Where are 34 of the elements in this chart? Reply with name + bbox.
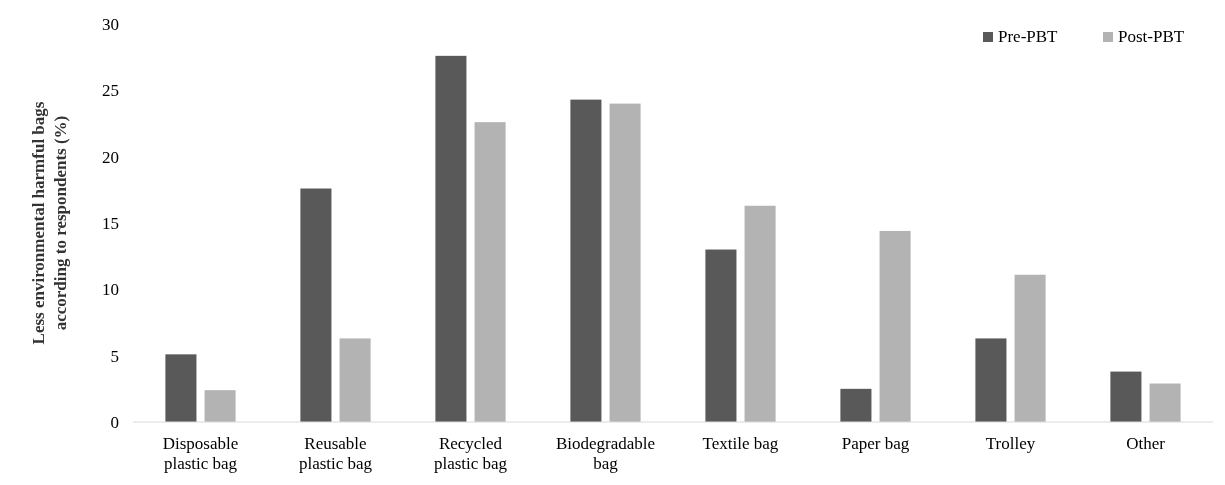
y-tick-label: 25 — [102, 81, 119, 101]
y-tick-label: 20 — [102, 147, 119, 167]
y-axis-title: Less environmental harmful bags according to respondents (%) — [29, 101, 70, 345]
legend-label: Pre-PBT — [998, 27, 1059, 46]
bar — [570, 99, 602, 422]
bar — [879, 230, 911, 422]
bar — [435, 55, 467, 422]
x-tick-label: Textile bag — [702, 434, 779, 453]
y-tick-label: 15 — [102, 213, 119, 233]
y-tick-label: 10 — [102, 280, 119, 300]
x-tick-label: Trolley — [985, 434, 1036, 453]
bar — [300, 188, 332, 422]
bar — [474, 122, 506, 422]
bar — [1014, 274, 1046, 422]
bar — [705, 249, 737, 422]
bar — [339, 338, 371, 422]
x-tick-label: Reusable plastic bag — [298, 434, 373, 473]
bar — [1110, 371, 1142, 422]
y-tick-label: 5 — [110, 346, 119, 366]
legend-label: Post-PBT — [1118, 27, 1185, 46]
bar — [609, 103, 641, 422]
x-tick-label: Biodegradable bag — [555, 434, 656, 473]
bar — [204, 390, 236, 422]
x-tick-label: Disposable plastic bag — [162, 434, 239, 473]
bar — [165, 354, 197, 422]
x-tick-label: Recycled plastic bag — [433, 434, 508, 473]
y-tick-label: 0 — [110, 412, 119, 432]
bar — [840, 388, 872, 422]
bar — [744, 205, 776, 422]
bar — [975, 338, 1007, 422]
x-tick-label: Paper bag — [841, 434, 910, 453]
y-tick-label: 30 — [102, 14, 119, 34]
bar — [1149, 383, 1181, 422]
x-tick-label: Other — [1126, 434, 1166, 453]
